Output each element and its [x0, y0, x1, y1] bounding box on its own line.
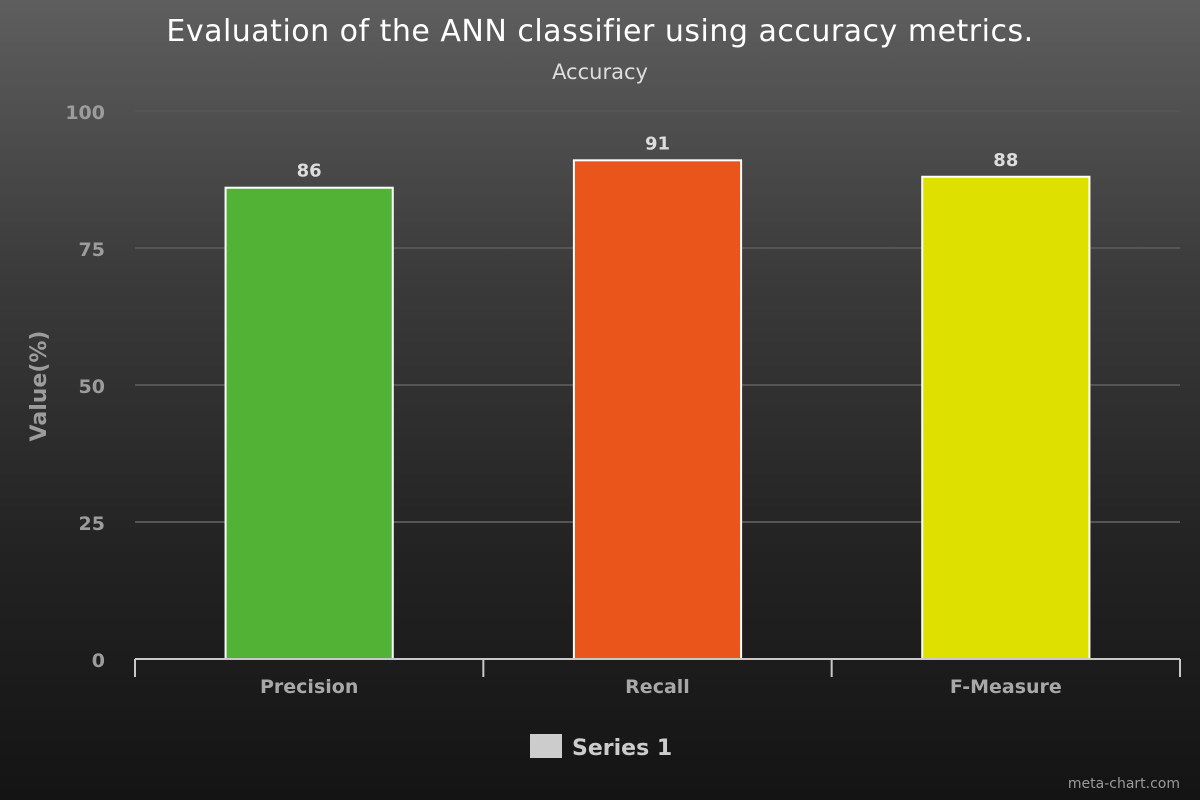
chart-title: Evaluation of the ANN classifier using a…: [166, 14, 1034, 49]
legend-label: Series 1: [572, 736, 672, 761]
y-axis-label: Value(%): [27, 331, 52, 442]
data-label: 88: [993, 150, 1018, 171]
watermark: meta-chart.com: [1067, 776, 1180, 792]
x-axis-ticks: Precision Recall F-Measure: [260, 676, 1062, 698]
x-tick-label: F-Measure: [950, 676, 1062, 698]
x-axis: [134, 658, 1181, 677]
bars: [224, 159, 1091, 660]
legend[interactable]: Series 1: [530, 734, 672, 761]
data-label: 91: [645, 133, 670, 154]
x-tick-label: Precision: [260, 676, 358, 698]
y-tick-label: 75: [79, 239, 105, 261]
y-tick-label: 100: [65, 102, 105, 124]
chart-subtitle: Accuracy: [552, 60, 648, 84]
x-tick-label: Recall: [625, 676, 690, 698]
legend-swatch: [530, 734, 562, 758]
data-label: 86: [297, 161, 322, 182]
bar-precision[interactable]: [224, 186, 394, 660]
y-tick-label: 50: [79, 376, 105, 398]
bar-recall[interactable]: [572, 159, 743, 660]
bar-f-measure[interactable]: [921, 175, 1091, 660]
y-axis-ticks: 0 25 50 75 100: [65, 102, 105, 672]
y-tick-label: 0: [92, 650, 105, 672]
y-tick-label: 25: [79, 513, 105, 535]
data-labels: 86 91 88: [297, 133, 1019, 181]
